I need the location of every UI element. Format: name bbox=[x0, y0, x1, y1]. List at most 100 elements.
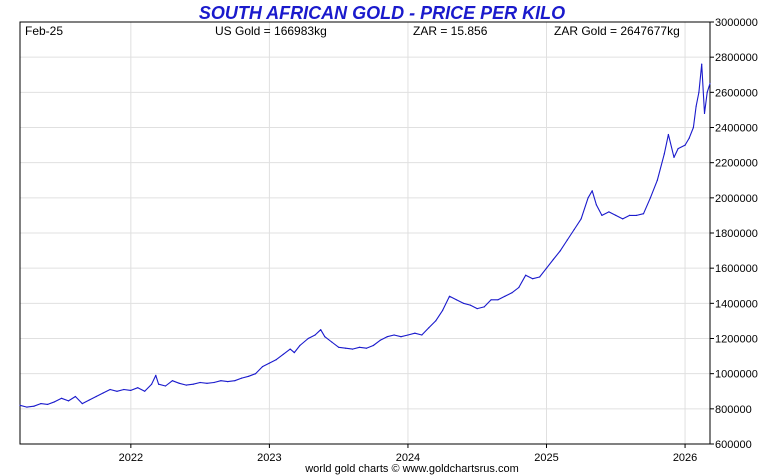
data-point bbox=[67, 400, 70, 402]
data-point bbox=[566, 239, 568, 241]
data-point bbox=[608, 211, 610, 213]
data-point bbox=[199, 381, 201, 384]
data-point bbox=[171, 380, 173, 382]
series-line-0 bbox=[19, 63, 711, 408]
y-tick-label: 1600000 bbox=[715, 263, 758, 275]
x-tick-label: 2023 bbox=[257, 452, 281, 464]
chart-credit: world gold charts © www.goldchartsrus.co… bbox=[304, 463, 519, 475]
data-point bbox=[573, 228, 575, 231]
data-point bbox=[442, 309, 444, 311]
header-date: Feb-25 bbox=[25, 24, 63, 38]
data-point bbox=[677, 148, 679, 150]
data-point bbox=[476, 308, 478, 310]
data-point bbox=[331, 341, 333, 343]
header-zar-gold: ZAR Gold = 2647677kg bbox=[554, 24, 680, 38]
data-point bbox=[497, 299, 499, 301]
data-point bbox=[338, 346, 340, 348]
data-point bbox=[393, 334, 395, 336]
data-point bbox=[580, 218, 582, 220]
data-point bbox=[483, 306, 485, 308]
data-point bbox=[116, 390, 118, 392]
data-point bbox=[400, 336, 402, 338]
data-point bbox=[81, 403, 83, 405]
data-point bbox=[155, 374, 157, 376]
header-zar-rate: ZAR = 15.856 bbox=[413, 24, 488, 38]
data-point bbox=[345, 347, 347, 349]
data-point bbox=[88, 399, 90, 401]
data-point bbox=[372, 344, 374, 347]
data-point bbox=[158, 383, 160, 385]
data-point bbox=[47, 403, 49, 405]
y-tick-label: 2600000 bbox=[715, 87, 758, 99]
data-point bbox=[26, 406, 28, 408]
data-point bbox=[552, 258, 555, 260]
data-point bbox=[636, 214, 638, 216]
data-point bbox=[667, 133, 670, 136]
y-tick-label: 2200000 bbox=[715, 158, 758, 170]
data-point bbox=[282, 353, 284, 355]
x-tick-label: 2024 bbox=[396, 452, 420, 464]
data-point bbox=[123, 388, 125, 391]
data-point bbox=[688, 137, 690, 139]
data-point bbox=[629, 214, 631, 216]
data-point bbox=[324, 336, 326, 338]
data-point bbox=[95, 395, 97, 398]
data-point bbox=[299, 344, 301, 347]
y-tick-label: 3000000 bbox=[715, 17, 758, 29]
data-point bbox=[455, 299, 457, 301]
data-point bbox=[248, 375, 250, 377]
data-point bbox=[684, 144, 686, 146]
x-tick-label: 2025 bbox=[534, 452, 558, 464]
data-point bbox=[54, 401, 56, 403]
y-tick-label: 1200000 bbox=[715, 334, 758, 346]
data-point bbox=[518, 286, 520, 289]
data-point bbox=[386, 336, 388, 338]
data-point bbox=[663, 153, 665, 155]
data-point bbox=[656, 179, 658, 181]
data-point bbox=[220, 380, 222, 382]
data-point bbox=[206, 382, 208, 384]
data-point bbox=[320, 329, 322, 331]
chart-title: SOUTH AFRICAN GOLD - PRICE PER KILO bbox=[199, 3, 565, 23]
data-point bbox=[504, 295, 506, 297]
data-point bbox=[706, 91, 708, 93]
data-point bbox=[268, 362, 270, 364]
data-point bbox=[539, 276, 541, 278]
x-tick-label: 2026 bbox=[673, 452, 697, 464]
data-point bbox=[33, 405, 35, 407]
data-point bbox=[703, 112, 706, 114]
y-tick-label: 600000 bbox=[715, 439, 752, 451]
data-point bbox=[435, 320, 437, 322]
data-point bbox=[144, 390, 146, 392]
data-point bbox=[414, 332, 416, 334]
data-point bbox=[178, 382, 180, 384]
data-point bbox=[591, 190, 593, 192]
header-us-gold: US Gold = 166983kg bbox=[215, 24, 327, 38]
data-point bbox=[293, 352, 295, 354]
y-tick-label: 1400000 bbox=[715, 298, 758, 310]
data-point bbox=[407, 334, 409, 336]
series-layer bbox=[19, 63, 711, 408]
data-point bbox=[701, 63, 703, 65]
y-tick-label: 1000000 bbox=[715, 369, 758, 381]
data-point bbox=[642, 213, 645, 215]
y-tick-label: 2800000 bbox=[715, 52, 758, 64]
data-point bbox=[379, 339, 381, 341]
data-point bbox=[227, 381, 229, 383]
data-point bbox=[234, 380, 236, 382]
data-point bbox=[673, 156, 675, 158]
data-point bbox=[709, 82, 711, 85]
data-point bbox=[164, 385, 167, 387]
data-point bbox=[40, 403, 42, 405]
data-point bbox=[511, 292, 513, 294]
data-point bbox=[428, 327, 430, 329]
data-point bbox=[185, 384, 187, 386]
data-point bbox=[595, 204, 598, 206]
data-point bbox=[289, 348, 291, 350]
x-axis: 2022 2023 2024 2025 2026 bbox=[119, 444, 697, 464]
data-point bbox=[130, 389, 132, 391]
y-tick-label: 1800000 bbox=[715, 228, 758, 240]
data-point bbox=[314, 334, 316, 336]
data-point bbox=[358, 346, 361, 348]
